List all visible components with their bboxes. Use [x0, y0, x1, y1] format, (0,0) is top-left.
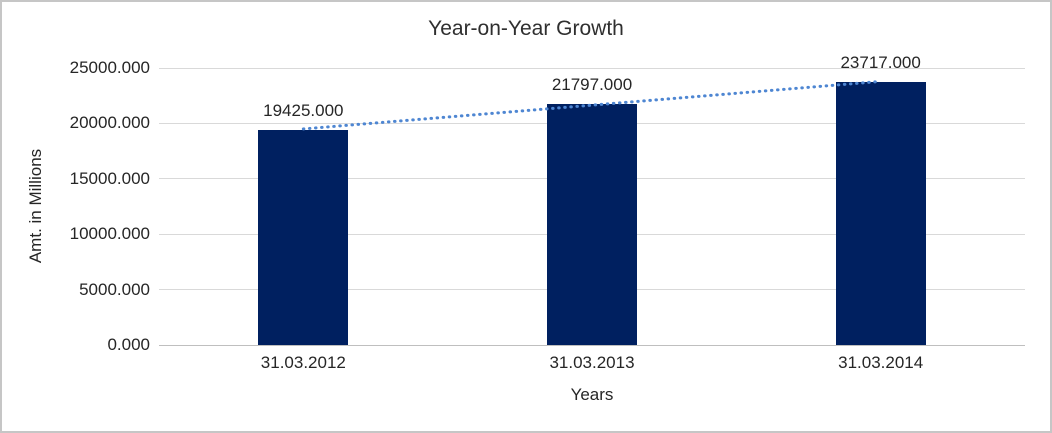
gridline — [159, 67, 1025, 69]
x-axis-tick-labels: 31.03.2012 31.03.2013 31.03.2014 — [159, 353, 1025, 375]
bar-value-label: 19425.000 — [263, 100, 344, 120]
x-axis-line — [159, 344, 1025, 346]
bar-value-label: 23717.000 — [840, 53, 921, 73]
bar — [547, 103, 637, 345]
y-tick-label: 25000.000 — [69, 58, 150, 77]
bar — [258, 129, 349, 345]
x-axis-title: Years — [570, 385, 614, 404]
y-tick-label: 20000.000 — [69, 113, 150, 133]
chart-title: Year-on-Year Growth — [428, 17, 624, 40]
bar-value-label: 21797.000 — [551, 74, 633, 94]
y-tick-label: 15000.000 — [69, 168, 150, 188]
x-tick-label: 31.03.2014 — [838, 353, 924, 372]
trendline — [301, 79, 883, 131]
y-tick-label: 0.000 — [107, 335, 150, 354]
y-tick-label: 10000.000 — [69, 224, 150, 244]
x-tick-label: 31.03.2013 — [549, 353, 635, 372]
bar — [835, 82, 926, 345]
y-axis-tick-labels: 0.000 5000.000 10000.000 15000.000 20000.000… — [2, 58, 150, 354]
y-tick-label: 5000.000 — [79, 279, 150, 299]
x-tick-label: 31.03.2012 — [260, 353, 346, 372]
trendline-path — [301, 79, 883, 131]
plot-area: 19425.000 21797.000 23717.000 — [159, 53, 1025, 346]
